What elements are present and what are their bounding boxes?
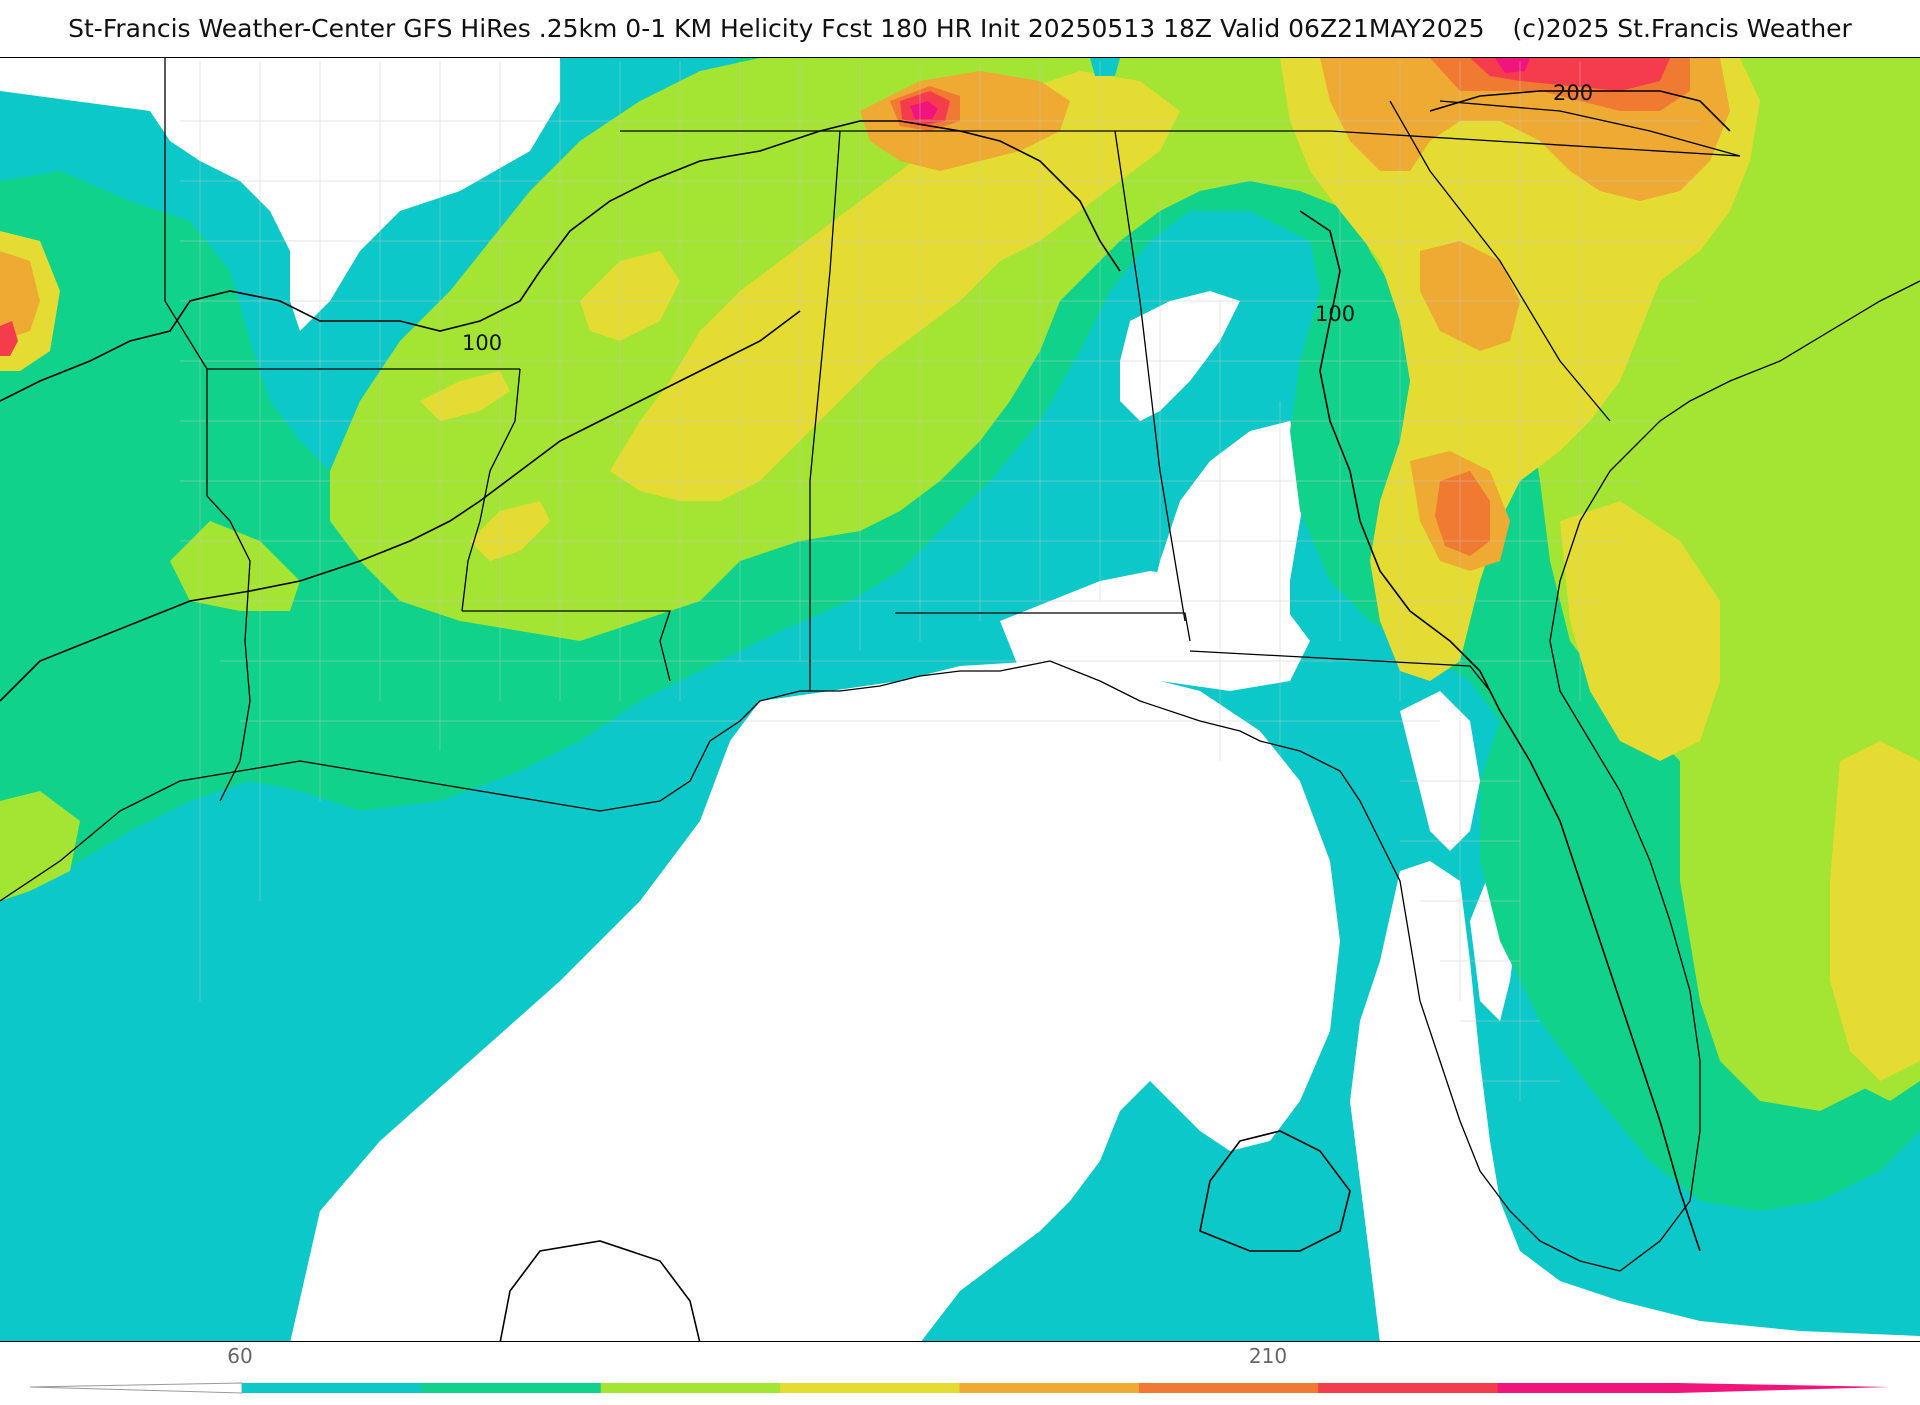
helicity-band-270 [910,58,1530,119]
contour-gulf-60 [499,1240,701,1341]
nc-sc-border [1439,100,1741,157]
arkansas-low [0,58,560,331]
contour-200 [1429,90,1731,132]
colorbar-tick-210: 210 [1248,1344,1288,1368]
ar-ok-border [164,58,208,370]
helicity-map: 100 100 200 [0,57,1920,1342]
contour-label-200: 200 [1553,81,1593,105]
florida-south-low [1350,861,1920,1341]
gulf-low-area [290,661,1340,1341]
title-main: St-Francis Weather-Center GFS HiRes .25k… [68,14,1485,43]
contour-label-100-west: 100 [462,331,502,355]
alabama-low-area [1140,421,1310,656]
colorbar-segment [242,1383,422,1393]
colorbar-segment [959,1383,1140,1393]
colorbar-high-arrow [1677,1383,1890,1393]
state-boundaries [0,58,1920,1272]
gulf-coastline [0,660,1621,1272]
colorbar [0,1342,1920,1400]
contour-label-100-east: 100 [1315,302,1355,326]
al-fl-border [895,612,1191,642]
colorbar-segment [1318,1383,1499,1393]
colorbar-tick-60: 60 [227,1344,253,1368]
colorbar-segment [780,1383,960,1393]
tx-la-border [206,369,251,802]
contour-fl-60 [1199,1130,1351,1252]
colorbar-low-arrow [29,1382,243,1394]
county-lines [180,61,1700,1101]
contour-100-west [0,120,1121,402]
colorbar-segment [600,1383,781,1393]
atlantic-coastline [1549,280,1920,1272]
ms-al-border [809,130,841,691]
colorbar-segment [1497,1383,1678,1393]
la-ms-south-border [462,610,671,682]
map-title: St-Francis Weather-Center GFS HiRes .25k… [0,0,1920,58]
contour-100-south [0,310,801,702]
colorbar-segment [421,1383,602,1393]
colorbar-segment [1138,1383,1319,1393]
al-ga-border [1114,130,1186,622]
tn-south-border [620,130,1741,157]
colorbar-segments [242,1383,1678,1393]
helicity-contours [0,90,1731,1341]
ga-sc-border [1389,100,1611,422]
la-ms-border [461,368,521,612]
contour-100-east [1299,210,1701,1252]
copyright-text: (c)2025 St.Francis Weather [1512,14,1852,43]
helicity-band-180 [0,58,1730,571]
ga-fl-border [1189,650,1491,692]
